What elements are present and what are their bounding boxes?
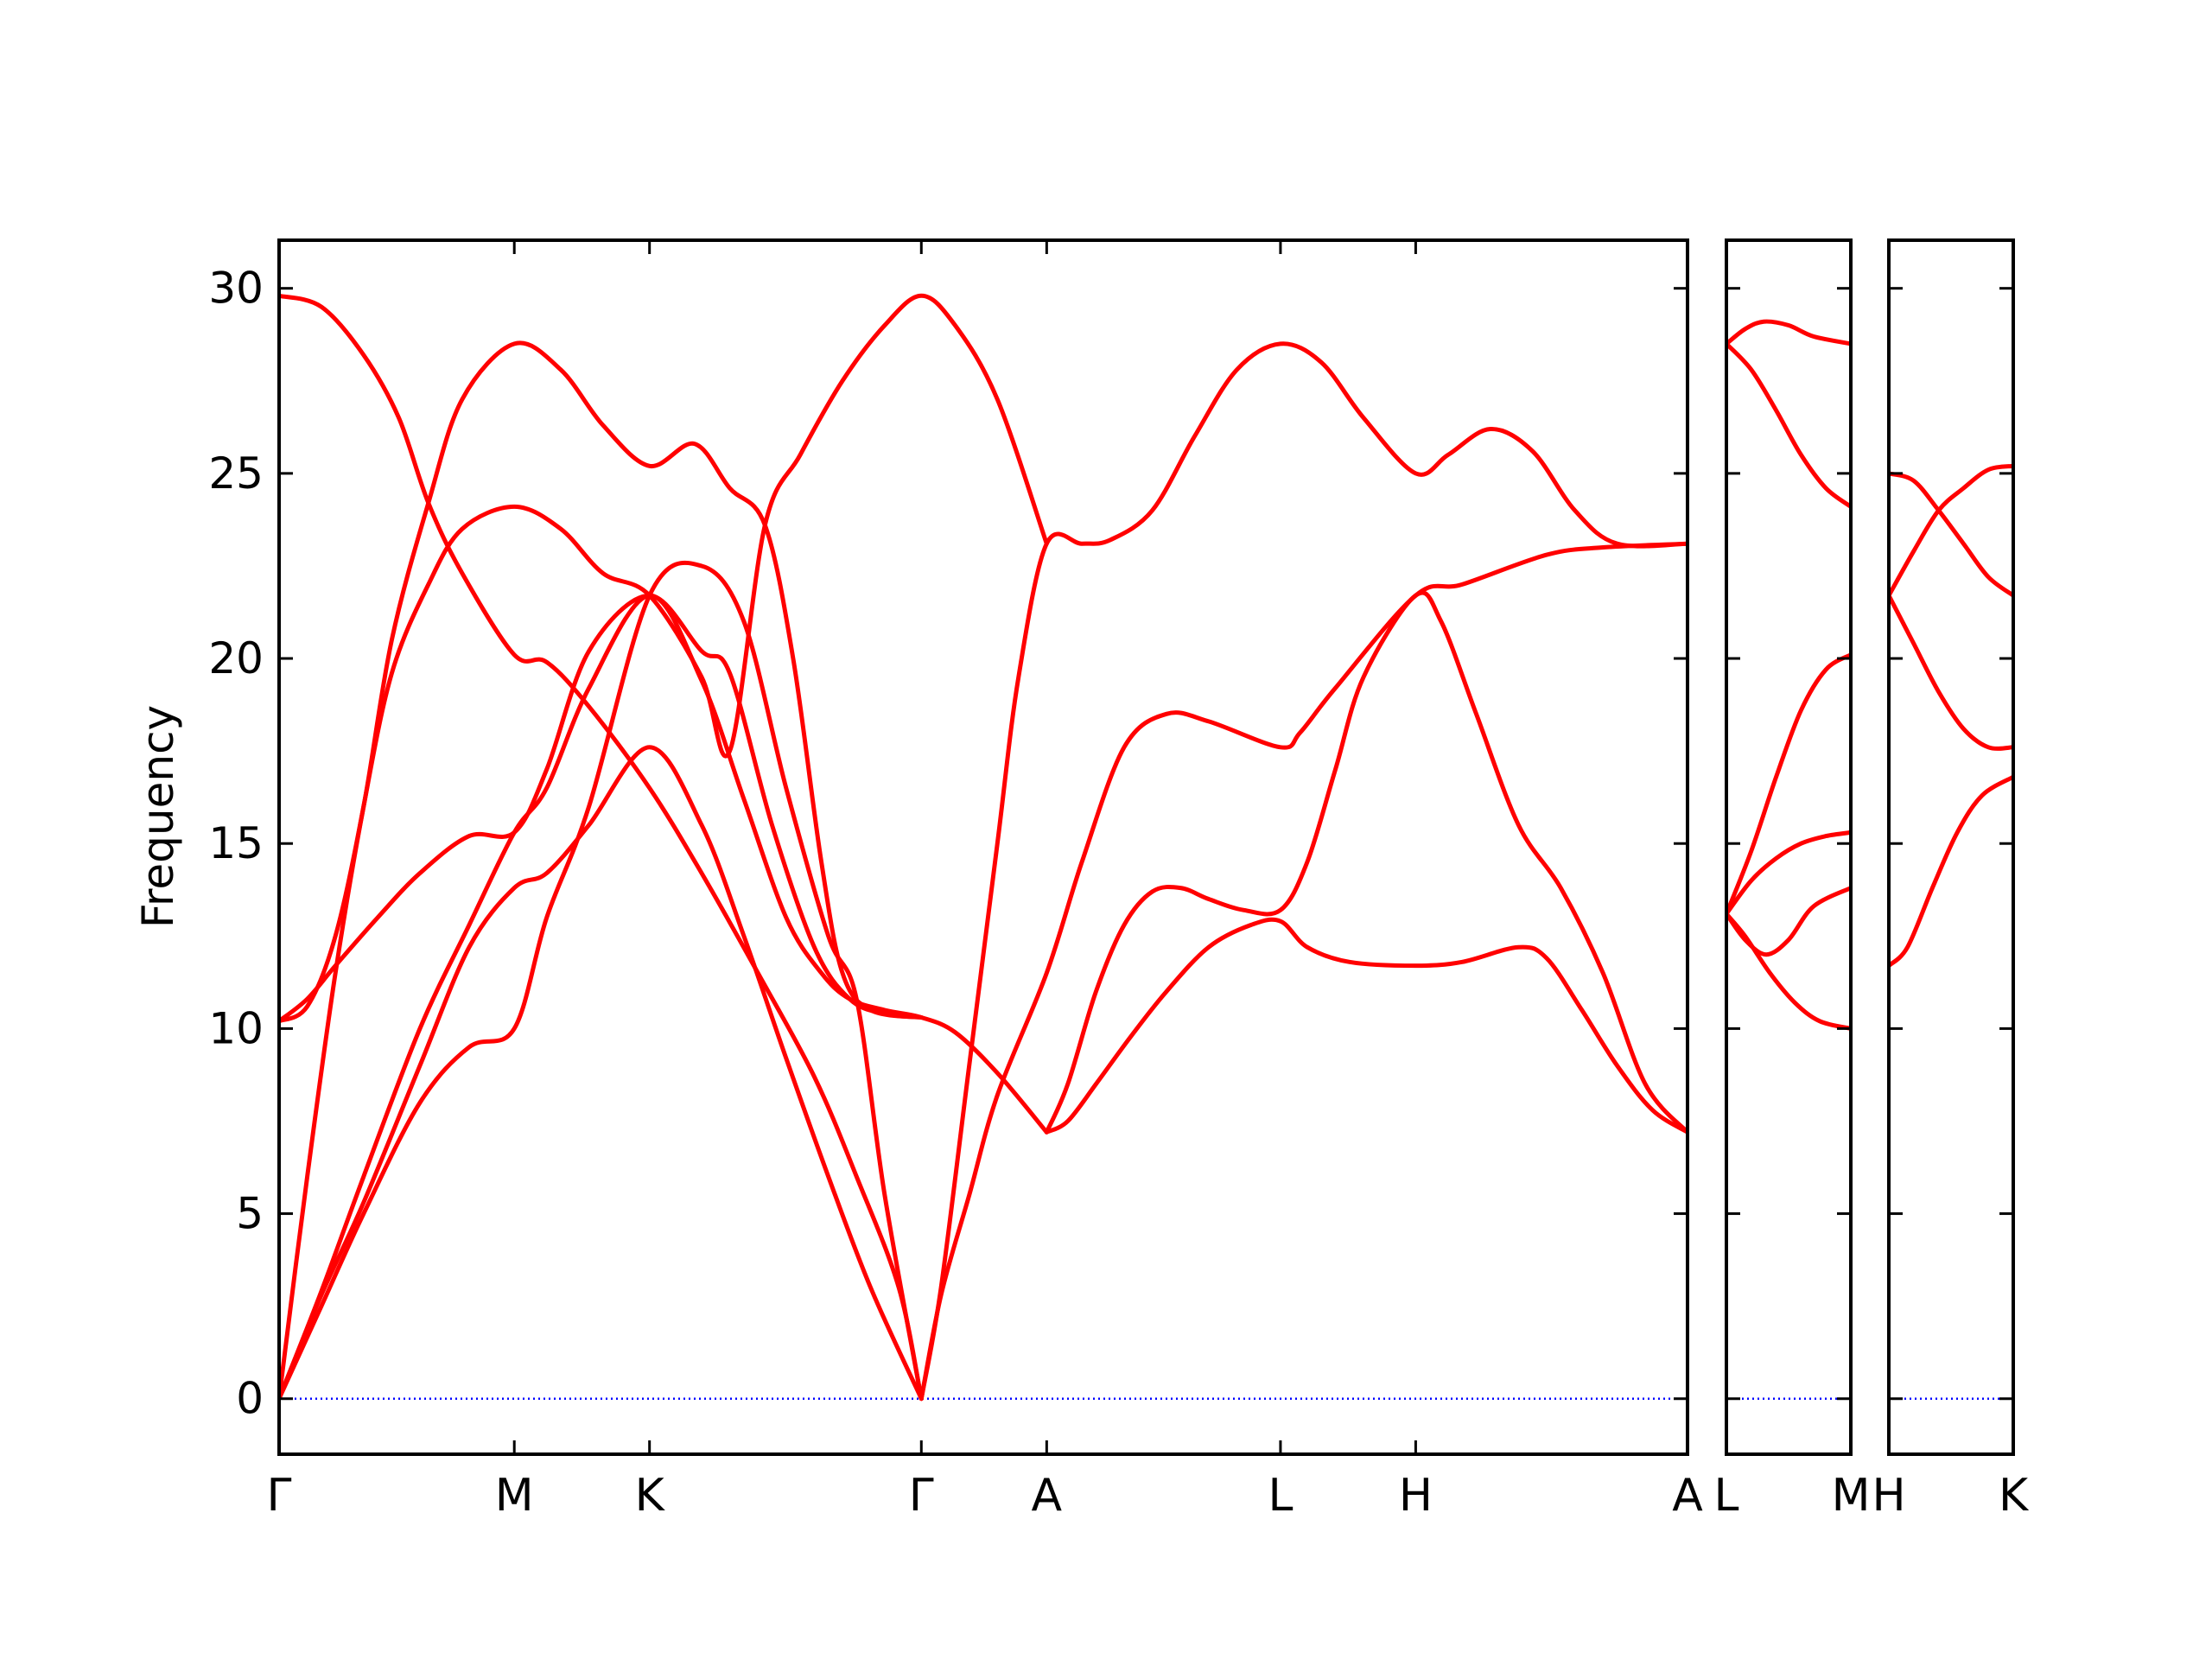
x-tick-label: M xyxy=(1832,1470,1871,1522)
y-tick-label: 10 xyxy=(208,1003,264,1053)
band-group xyxy=(1726,319,1851,1031)
panel-frame xyxy=(277,238,1689,1456)
band-line-4 xyxy=(1889,471,2013,598)
x-tick-label: Γ xyxy=(909,1470,934,1522)
band-line-8 xyxy=(918,541,1688,1402)
x-tick-label: L xyxy=(1268,1470,1293,1522)
x-tick-label: H xyxy=(1399,1470,1433,1522)
band-line-3 xyxy=(1726,830,1851,917)
band-group xyxy=(279,293,1688,1402)
band-line-4 xyxy=(279,293,1049,1402)
x-tick-label: H xyxy=(1872,1470,1905,1522)
band-line-7 xyxy=(279,293,924,1402)
y-tick-label: 30 xyxy=(208,264,264,314)
x-tick-label: L xyxy=(1714,1470,1739,1522)
band-line-3 xyxy=(279,593,1049,1402)
panel-1: Γ M K Γ A L H A 0 5 10 15 20 25 30 xyxy=(208,238,1703,1522)
band-line-2 xyxy=(1889,593,2013,751)
band-line-1 xyxy=(1889,774,2013,969)
band-line-9 xyxy=(918,341,1688,1402)
band-line-2 xyxy=(1726,886,1851,957)
y-tick-label: 25 xyxy=(208,448,264,499)
band-line-5 xyxy=(1726,341,1851,509)
x-tick-label: K xyxy=(635,1470,666,1522)
x-tick-label: A xyxy=(1032,1470,1063,1522)
y-tick-label: 20 xyxy=(208,633,264,683)
band-line-1 xyxy=(1726,912,1851,1031)
panel-frame xyxy=(1887,238,2015,1456)
band-line-3 xyxy=(1889,463,2013,598)
panel-frame xyxy=(1725,238,1853,1456)
y-tick-label: 15 xyxy=(208,818,264,868)
band-group xyxy=(1889,463,2013,969)
x-tick-label: K xyxy=(1999,1470,2030,1522)
band-line-5 xyxy=(279,593,924,1024)
band-line-6 xyxy=(1726,319,1851,346)
band-line-4 xyxy=(1726,652,1851,917)
x-tick-label: A xyxy=(1672,1470,1703,1522)
x-tick-label: M xyxy=(495,1470,534,1522)
y-axis-label: Frequency xyxy=(133,705,183,928)
band-line-11 xyxy=(1044,917,1688,1135)
band-line-6 xyxy=(279,340,924,1024)
y-tick-label: 5 xyxy=(236,1189,264,1239)
x-tick-label: Γ xyxy=(267,1470,292,1522)
band-line-2 xyxy=(279,745,924,1402)
y-tick-label: 0 xyxy=(236,1374,264,1424)
band-line-10 xyxy=(1044,590,1688,1135)
